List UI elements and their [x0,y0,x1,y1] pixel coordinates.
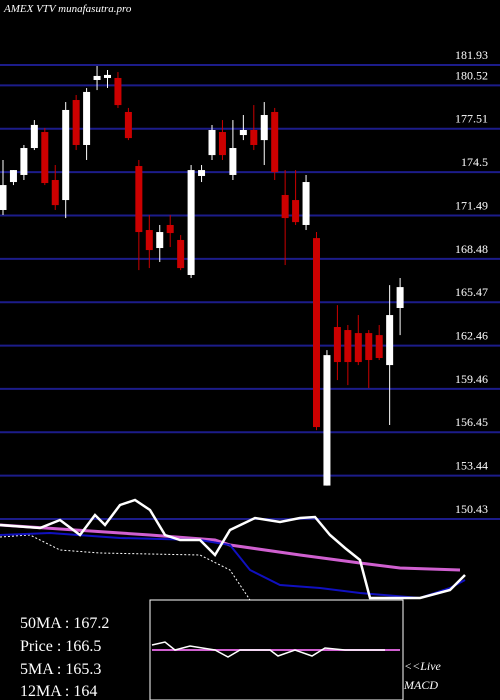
stat-5ma: 5MA : 165.3 [20,661,101,678]
y-tick-label: 174.5 [461,155,488,169]
stat-12ma: 12MA : 164 [20,683,97,700]
white-price-line [0,498,466,600]
candle-body [187,170,195,275]
macd-label: MACD [403,678,438,692]
candle-body [375,335,383,359]
candle-body [354,333,362,363]
candle-body [386,315,394,366]
candle-body [93,75,101,80]
y-tick-label: 150.43 [455,502,488,516]
candles [0,66,404,486]
candle-body [260,115,268,141]
stats: 50MA : 167.2 Price : 166.5 5MA : 165.3 1… [20,615,109,700]
candle-body [271,111,279,173]
candle-body [51,180,59,206]
candle-body [229,148,237,175]
y-tick-label: 162.46 [455,329,488,343]
y-tick-label: 153.44 [455,459,488,473]
candle-body [72,100,80,145]
candle-body [281,195,289,219]
candle-body [9,170,17,183]
candle-body [323,355,331,486]
candle-body [20,148,28,175]
candle-body [302,182,310,225]
candle-body [333,327,341,363]
candle-body [177,239,185,269]
magenta-average [0,523,461,572]
candle-body [62,109,70,201]
candle-body [239,130,247,136]
candle-body [156,232,164,249]
candle-body [396,287,404,308]
candle-body [104,74,111,78]
candle-body [166,224,174,234]
candle-body [250,130,258,145]
candle-body [208,130,216,156]
chart-title: AMEX VTV munafasutra.pro [3,3,132,15]
stat-50ma: 50MA : 167.2 [20,615,109,632]
candle-body [198,170,206,176]
y-tick-label: 165.47 [455,285,488,299]
grid: 181.93 180.52 177.51 174.5 171.49 168.48 165.4… [0,48,500,520]
live-label: <<Live [404,659,442,673]
candle-body [218,132,226,156]
candle-body [313,238,320,428]
candle-body [30,124,38,149]
candle-body [344,330,352,363]
candle-body [135,166,143,233]
y-tick-label: 156.45 [455,415,488,429]
candle-body [124,111,132,139]
y-tick-label: 180.52 [455,68,488,82]
candle-body [83,91,91,145]
y-tick-label: 181.93 [455,48,488,62]
candle-body [145,230,153,251]
y-tick-label: 168.48 [455,242,488,256]
macd-panel [149,599,404,700]
y-tick-label: 171.49 [455,198,488,212]
stat-price: Price : 166.5 [20,638,101,655]
candle-body [365,333,373,361]
y-tick-label: 177.51 [455,112,488,126]
y-tick-label: 159.46 [455,372,488,386]
candle-body [292,200,300,223]
dotted-average [0,534,251,601]
macd-line [151,641,385,658]
candle-body [114,77,122,106]
indicator-panel [0,498,466,601]
candle-body [0,185,7,210]
candle-body [41,132,49,184]
